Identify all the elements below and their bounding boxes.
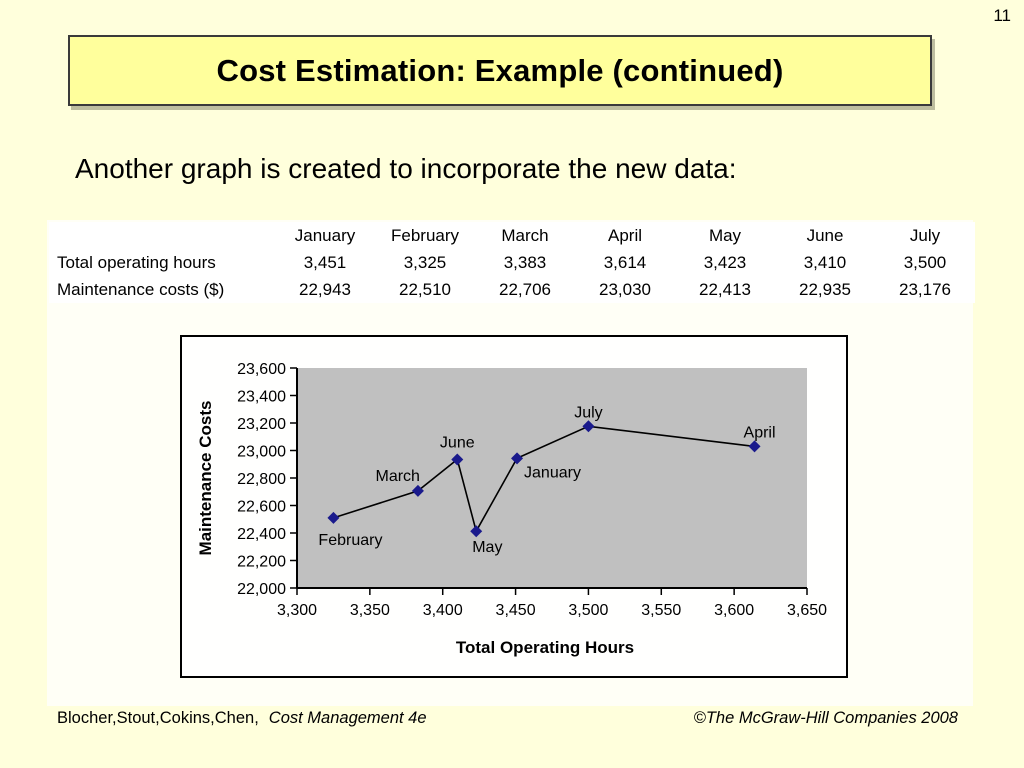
costs-cell: 23,176 (899, 279, 951, 299)
table-header-july: July (909, 225, 941, 245)
costs-cell: 23,030 (599, 279, 651, 299)
x-axis-tick-label: 3,650 (787, 602, 827, 619)
hours-cell: 3,451 (303, 252, 347, 272)
table-header-april: April (607, 225, 642, 245)
footer-authors: Blocher,Stout,Cokins,Chen, (57, 709, 259, 727)
x-axis-tick-label: 3,600 (714, 602, 754, 619)
y-axis-tick-label: 22,400 (237, 526, 286, 543)
hours-cell: 3,423 (703, 252, 747, 272)
table-row-costs: Maintenance costs ($) 22,943 22,510 22,7… (49, 276, 975, 303)
x-axis-tick-label: 3,450 (496, 602, 536, 619)
data-point-july (582, 420, 595, 433)
x-axis-tick-label: 3,300 (277, 602, 317, 619)
row-label-costs: Maintenance costs ($) (57, 279, 225, 299)
plot-area (297, 368, 807, 588)
y-axis-tick-label: 22,200 (237, 554, 286, 571)
title-box: Cost Estimation: Example (continued) (68, 35, 932, 106)
data-point-march (411, 484, 424, 497)
x-axis-tick-label: 3,550 (641, 602, 681, 619)
costs-cell: 22,935 (799, 279, 851, 299)
point-label-july: July (574, 404, 602, 421)
point-label-may: May (472, 539, 502, 556)
y-axis-tick-label: 23,600 (237, 361, 286, 378)
table-header-february: February (390, 225, 460, 245)
table-header-january: January (294, 225, 356, 245)
point-label-january: January (524, 464, 581, 481)
table-header-june: June (806, 225, 844, 245)
hours-cell: 3,410 (803, 252, 847, 272)
data-point-june (451, 453, 464, 466)
y-axis-tick-label: 23,200 (237, 416, 286, 433)
page-number: 11 (993, 6, 1011, 25)
y-axis-tick-label: 22,800 (237, 471, 286, 488)
hours-cell: 3,325 (403, 252, 447, 272)
table-header-march: March (501, 225, 549, 245)
table-header-blank (49, 222, 275, 249)
scatter-chart: 22,000 22,200 22,400 22,600 22,800 23,000 23,2… (180, 335, 848, 678)
data-point-may (470, 525, 483, 538)
x-axis-tick-label: 3,500 (568, 602, 608, 619)
y-axis-title: Maintenance Costs (196, 401, 215, 556)
table-header-may: May (708, 225, 742, 245)
data-point-january (511, 452, 524, 465)
hours-cell: 3,500 (903, 252, 947, 272)
data-table: January February March April May June Ju… (49, 222, 975, 303)
point-label-march: March (375, 468, 419, 485)
footer-copyright: ©The McGraw-Hill Companies 2008 (693, 709, 958, 727)
x-axis-tick-label: 3,350 (350, 602, 390, 619)
costs-cell: 22,510 (399, 279, 451, 299)
footer-left: Blocher,Stout,Cokins,Chen, Cost Managemen… (57, 709, 427, 728)
x-axis-tick-label: 3,400 (423, 602, 463, 619)
hours-cell: 3,614 (603, 252, 647, 272)
data-point-april (748, 440, 761, 453)
data-point-february (327, 511, 340, 524)
costs-cell: 22,413 (699, 279, 751, 299)
point-label-april: April (744, 424, 776, 441)
y-axis-tick-label: 22,600 (237, 499, 286, 516)
costs-cell: 22,943 (299, 279, 351, 299)
x-axis-title: Total Operating Hours (456, 638, 634, 657)
table-row-hours: Total operating hours 3,451 3,325 3,383 … (49, 249, 975, 276)
y-axis-tick-label: 23,400 (237, 389, 286, 406)
y-axis-tick-label: 23,000 (237, 444, 286, 461)
slide-title: Cost Estimation: Example (continued) (216, 52, 784, 88)
hours-cell: 3,383 (503, 252, 547, 272)
point-label-february: February (318, 532, 382, 549)
table-header-row: January February March April May June Ju… (49, 222, 975, 249)
costs-cell: 22,706 (499, 279, 551, 299)
footer-book-title: Cost Management 4e (268, 709, 427, 727)
y-axis-tick-label: 22,000 (237, 581, 286, 598)
scatter-chart-svg: 22,000 22,200 22,400 22,600 22,800 23,000 23,2… (196, 361, 827, 657)
subtitle-text: Another graph is created to incorporate … (75, 153, 737, 184)
footer: Blocher,Stout,Cokins,Chen, Cost Managemen… (57, 709, 958, 728)
row-label-hours: Total operating hours (57, 252, 216, 272)
point-label-june: June (440, 434, 475, 451)
